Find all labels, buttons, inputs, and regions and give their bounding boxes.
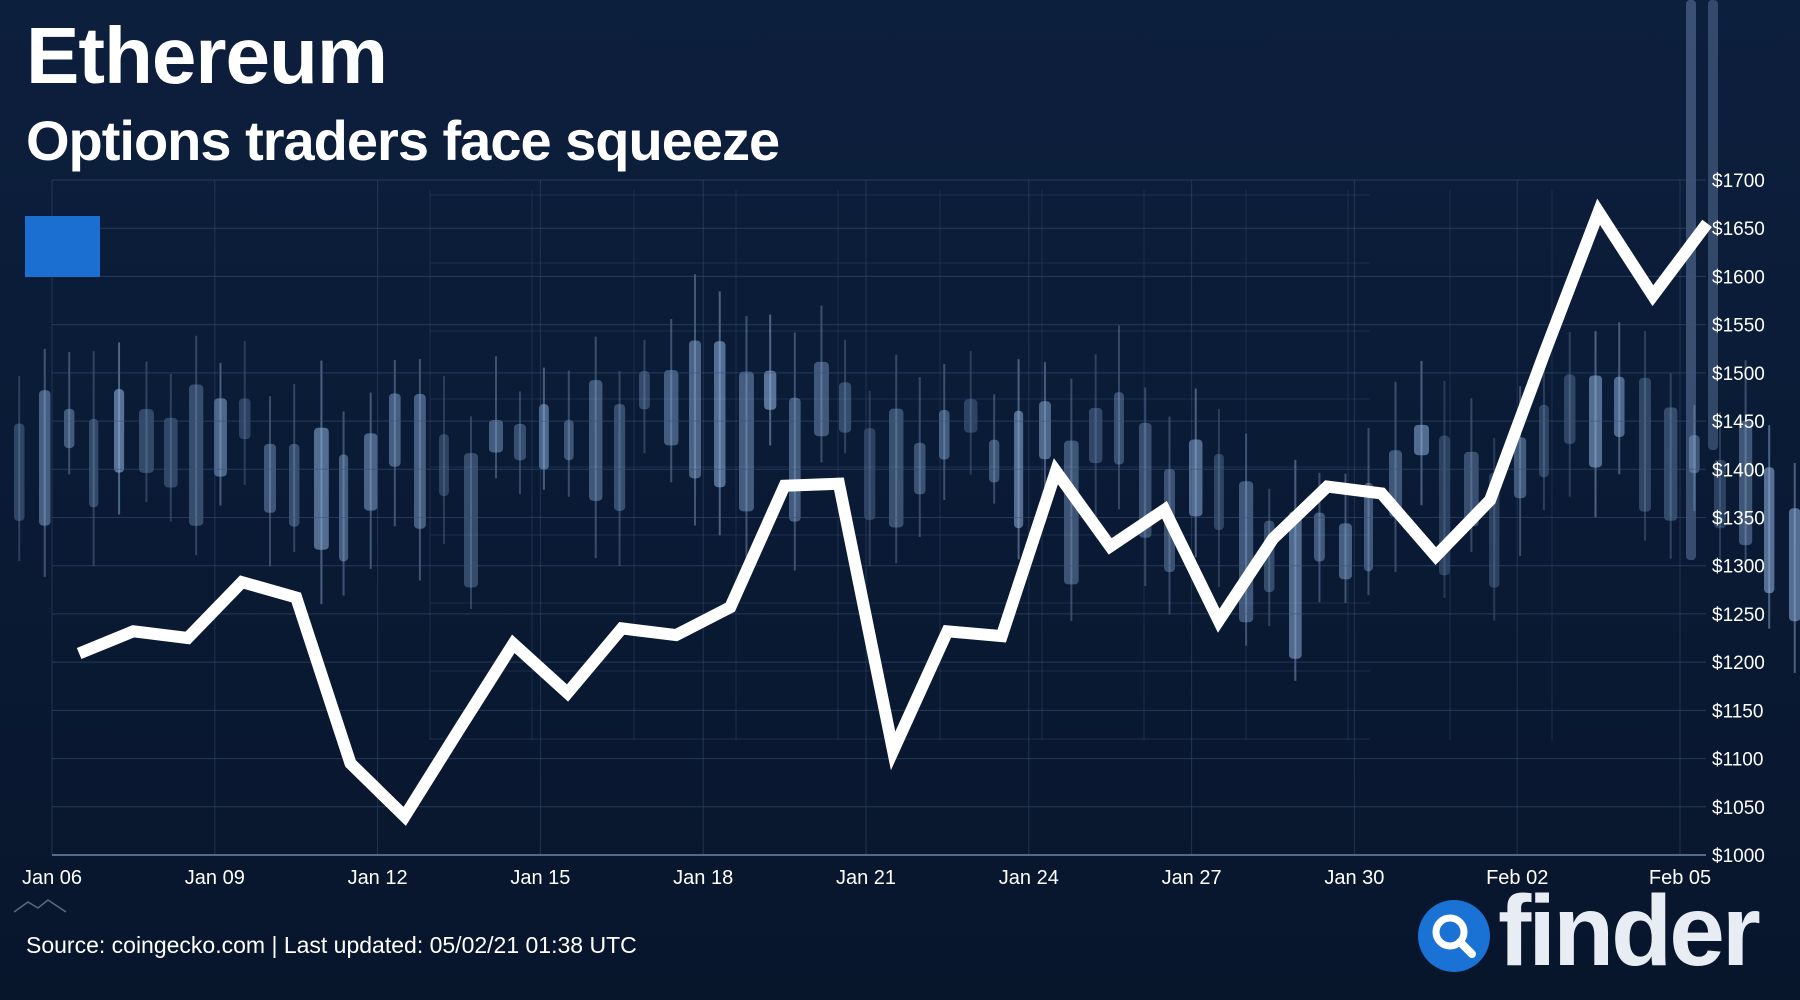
- x-tick-label: Jan 12: [348, 867, 408, 889]
- y-tick-label: $1300: [1712, 557, 1765, 578]
- y-tick-label: $1400: [1712, 460, 1765, 481]
- x-tick-label: Jan 15: [510, 867, 570, 889]
- series-line: [76, 198, 1712, 826]
- x-tick-label: Jan 24: [999, 867, 1059, 889]
- magnifier-icon: [1418, 900, 1490, 972]
- y-tick-label: $1450: [1712, 412, 1765, 433]
- y-tick-label: $1700: [1712, 171, 1765, 192]
- x-tick-label: Jan 06: [22, 867, 82, 889]
- x-tick-label: Feb 05: [1649, 867, 1711, 889]
- finder-logo[interactable]: finder: [1418, 875, 1778, 988]
- x-tick-label: Jan 21: [836, 867, 896, 889]
- y-tick-label: $1500: [1712, 364, 1765, 385]
- y-tick-label: $1200: [1712, 653, 1765, 674]
- legend-swatch: [25, 216, 100, 277]
- y-tick-label: $1550: [1712, 316, 1765, 337]
- logo-wordmark: finder: [1498, 875, 1761, 987]
- y-tick-label: $1350: [1712, 509, 1765, 530]
- x-tick-label: Jan 27: [1162, 867, 1222, 889]
- y-tick-label: $1250: [1712, 605, 1765, 626]
- x-tick-label: Jan 09: [185, 867, 245, 889]
- x-tick-label: Jan 18: [673, 867, 733, 889]
- x-tick-label: Jan 30: [1324, 867, 1384, 889]
- y-tick-label: $1650: [1712, 219, 1765, 240]
- chart-title: Ethereum: [26, 11, 388, 100]
- chart-subtitle: Options traders face squeeze: [26, 109, 780, 172]
- y-tick-label: $1600: [1712, 267, 1765, 288]
- y-tick-label: $1050: [1712, 798, 1765, 819]
- y-tick-label: $1100: [1712, 750, 1763, 771]
- source-note: Source: coingecko.com | Last updated: 05…: [26, 932, 637, 958]
- y-tick-label: $1000: [1712, 846, 1765, 867]
- mountain-icon: [12, 896, 68, 921]
- x-tick-label: Feb 02: [1486, 867, 1548, 889]
- y-tick-label: $1150: [1712, 701, 1763, 722]
